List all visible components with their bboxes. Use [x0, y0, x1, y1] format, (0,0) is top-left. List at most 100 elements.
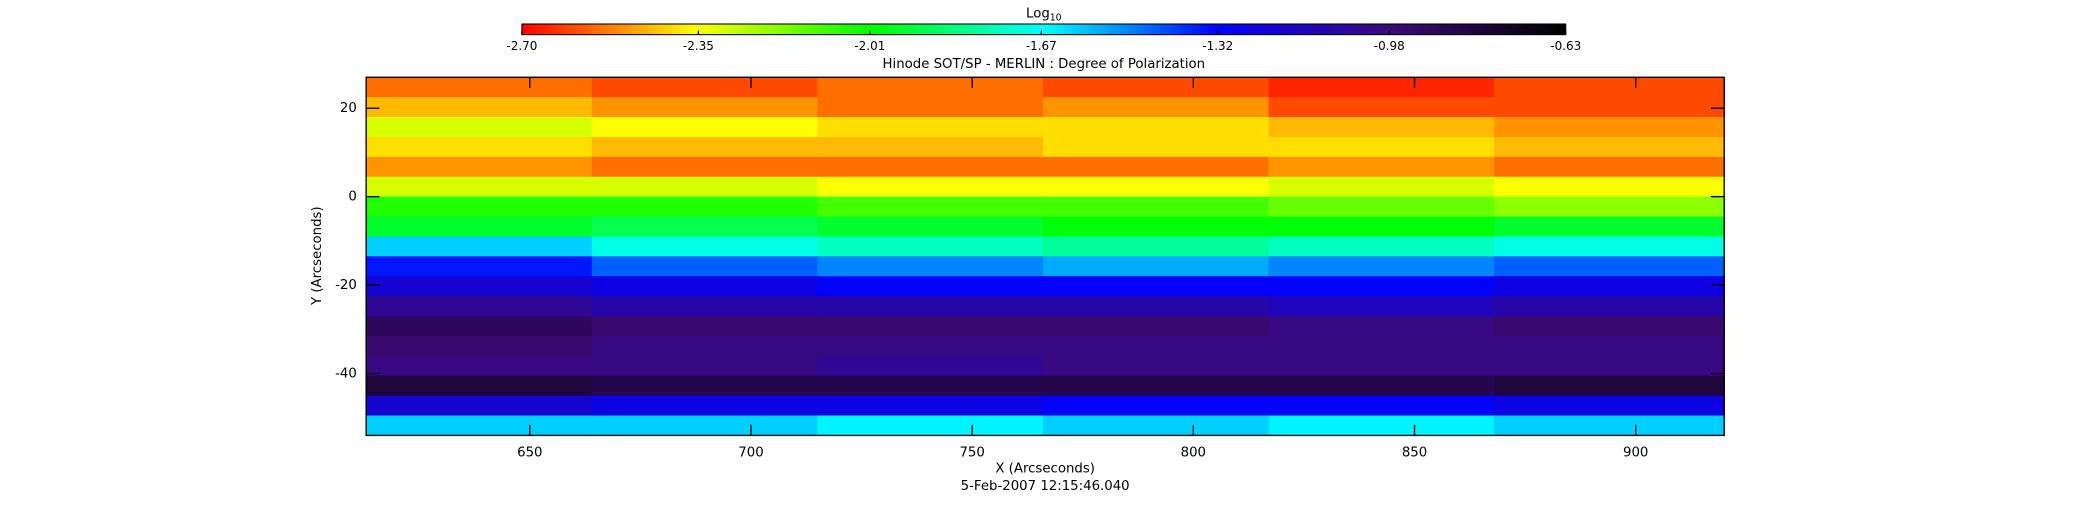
- heat-cell: [366, 117, 593, 138]
- heat-cell: [817, 355, 1044, 377]
- heat-cell: [366, 276, 593, 297]
- x-tick-label: 750: [959, 446, 984, 461]
- heat-cell: [591, 97, 819, 118]
- heat-cell: [1042, 276, 1270, 297]
- heat-cell: [1494, 216, 1725, 238]
- heat-cell: [366, 97, 593, 118]
- heat-cell: [817, 415, 1044, 437]
- heat-cell: [1042, 176, 1270, 198]
- heat-cell: [1494, 395, 1725, 417]
- colorbar-tick-label: -1.32: [1202, 39, 1233, 53]
- heat-cell: [1042, 136, 1270, 158]
- heat-cell: [1268, 196, 1495, 218]
- heat-cell: [1042, 256, 1270, 277]
- heat-cell: [817, 196, 1044, 218]
- heat-cell: [817, 236, 1044, 257]
- heat-cell: [366, 236, 593, 257]
- heat-cell: [591, 415, 819, 437]
- heat-cell: [591, 236, 819, 257]
- heat-cell: [1042, 395, 1270, 417]
- colorbar-tick-label: -1.67: [1026, 39, 1057, 53]
- heat-cell: [591, 196, 819, 218]
- heat-cell: [1494, 156, 1725, 178]
- colorbar-label-subscript: 10: [1050, 12, 1062, 23]
- heat-cell: [817, 256, 1044, 277]
- heat-cell: [366, 355, 593, 377]
- heat-cell: [1268, 375, 1495, 397]
- colorbar-tick-label: -2.35: [683, 39, 714, 53]
- heat-cell: [817, 375, 1044, 397]
- colorbar-tick-label: -2.70: [506, 39, 537, 53]
- heat-cell: [366, 375, 593, 397]
- heat-cell: [1042, 355, 1270, 377]
- heat-cell: [366, 256, 593, 277]
- heat-cell: [1268, 117, 1495, 138]
- heat-cell: [1268, 355, 1495, 377]
- heat-cell: [1042, 156, 1270, 178]
- heat-cell: [817, 117, 1044, 138]
- heat-cell: [591, 256, 819, 277]
- heat-cell: [366, 176, 593, 198]
- plot-frame: [365, 76, 1725, 437]
- heat-cell: [1494, 316, 1725, 337]
- heat-cell: [817, 395, 1044, 417]
- y-tick-label: -20: [335, 278, 357, 293]
- heat-cell: [1268, 216, 1495, 238]
- heat-cell: [366, 216, 593, 238]
- heat-cell: [366, 156, 593, 178]
- heat-cell: [591, 335, 819, 357]
- heat-cell: [591, 176, 819, 198]
- colorbar-label: Log10: [1026, 6, 1062, 22]
- y-tick-label: 20: [340, 101, 357, 116]
- heat-cell: [591, 296, 819, 317]
- heat-cell: [366, 77, 593, 98]
- heat-cell: [1268, 156, 1495, 178]
- x-tick-label: 900: [1623, 446, 1648, 461]
- heat-cell: [1042, 77, 1270, 98]
- y-axis-label: Y (Arcseconds): [310, 206, 325, 306]
- heat-cell: [1268, 77, 1495, 98]
- y-tick-label: 0: [348, 190, 356, 205]
- heat-cell: [1494, 136, 1725, 158]
- heat-cell: [1042, 316, 1270, 337]
- heat-cell: [1042, 335, 1270, 357]
- heat-cell: [1042, 415, 1270, 437]
- heat-cell: [1494, 176, 1725, 198]
- heat-cell: [1268, 256, 1495, 277]
- heat-cell: [1494, 236, 1725, 257]
- heat-cell: [1268, 176, 1495, 198]
- heat-cell: [1494, 335, 1725, 357]
- heat-cell: [1268, 296, 1495, 317]
- heat-cell: [1494, 196, 1725, 218]
- x-axis-label: X (Arcseconds): [995, 462, 1095, 477]
- colorbar-label-text: Log: [1026, 6, 1050, 21]
- heat-cell: [1494, 415, 1725, 437]
- heat-cell: [591, 216, 819, 238]
- heat-cell: [817, 77, 1044, 98]
- heat-cell: [1494, 375, 1725, 397]
- heat-cell: [817, 176, 1044, 198]
- heat-cell: [1268, 97, 1495, 118]
- colorbar-tick-label: -2.01: [854, 39, 885, 53]
- heat-cell: [817, 156, 1044, 178]
- heat-cell: [1268, 395, 1495, 417]
- heat-cell: [1494, 117, 1725, 138]
- heat-cell: [1042, 236, 1270, 257]
- colorbar-tick-label: -0.98: [1374, 39, 1405, 53]
- heat-cell: [1268, 415, 1495, 437]
- heat-cell: [817, 335, 1044, 357]
- heat-cell: [1494, 296, 1725, 317]
- y-tick-label: -40: [335, 367, 357, 382]
- x-tick-label: 650: [517, 446, 542, 461]
- heat-cell: [366, 415, 593, 437]
- heat-cell: [591, 136, 819, 158]
- heat-cell: [1268, 136, 1495, 158]
- heat-cell: [1494, 97, 1725, 118]
- x-tick-label: 850: [1402, 446, 1427, 461]
- heat-cell: [591, 117, 819, 138]
- heat-cell: [591, 316, 819, 337]
- heat-cell: [817, 296, 1044, 317]
- heat-cell: [366, 296, 593, 317]
- heat-cell: [1494, 276, 1725, 297]
